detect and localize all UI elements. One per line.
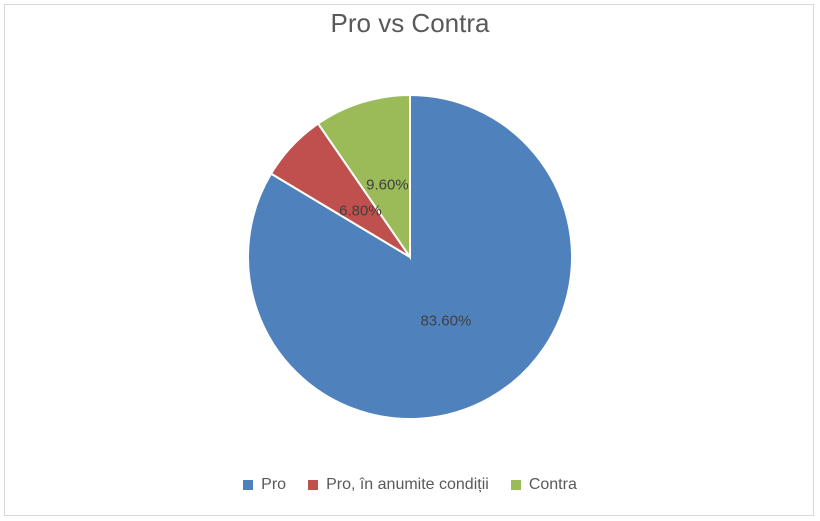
legend-swatch-pro-conditional [308, 480, 319, 490]
legend-label-pro-conditional: Pro, în anumite condiții [326, 476, 489, 493]
legend-swatch-contra [510, 480, 521, 490]
legend-swatch-pro [243, 480, 254, 490]
data-label-contra: 9.60% [366, 176, 409, 193]
data-label-pro-conditional: 6.80% [339, 202, 382, 219]
data-label-pro: 83.60% [420, 312, 471, 329]
pie-data-labels: 83.60% 6.80% 9.60% [339, 176, 471, 329]
legend-label-contra: Contra [528, 476, 577, 493]
legend-item-pro[interactable]: Pro [243, 476, 286, 494]
pie-slice-contra[interactable] [316, 93, 411, 261]
legend-item-contra[interactable]: Contra [510, 476, 577, 494]
pie-slices [247, 93, 573, 420]
legend-label-pro: Pro [261, 476, 287, 493]
legend-item-pro-conditional[interactable]: Pro, în anumite condiții [308, 476, 489, 494]
chart-title: Pro vs Contra [330, 8, 490, 38]
legend: Pro Pro, în anumite condiții Contra [0, 476, 820, 494]
